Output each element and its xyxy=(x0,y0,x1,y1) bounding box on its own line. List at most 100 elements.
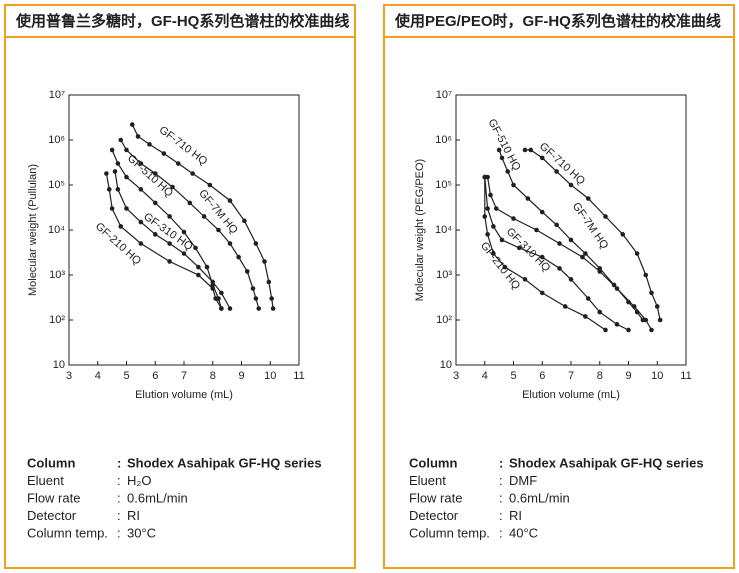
condition-value: 40°C xyxy=(509,525,538,540)
data-point xyxy=(253,296,259,301)
data-point xyxy=(187,200,193,206)
x-tick-label: 9 xyxy=(625,370,631,382)
data-point xyxy=(129,122,135,127)
data-point xyxy=(115,187,121,192)
data-point xyxy=(181,229,187,235)
data-point xyxy=(568,182,574,188)
x-tick-label: 7 xyxy=(568,370,574,382)
condition-separator: : xyxy=(499,490,503,505)
x-tick-label: 6 xyxy=(539,370,545,382)
condition-label: Flow rate xyxy=(409,490,462,505)
data-point xyxy=(522,277,528,282)
data-point xyxy=(525,196,531,201)
data-point xyxy=(138,241,144,246)
data-point xyxy=(253,241,259,246)
data-point xyxy=(634,309,640,315)
data-point xyxy=(539,209,545,215)
data-point xyxy=(522,147,528,153)
condition-label: Flow rate xyxy=(27,490,80,505)
condition-separator: : xyxy=(499,455,503,470)
data-point xyxy=(554,222,559,228)
series-label: GF-710 HQ xyxy=(157,124,210,168)
condition-separator: : xyxy=(499,473,503,488)
y-tick-label: 10⁶ xyxy=(48,134,65,146)
data-point xyxy=(491,224,496,229)
condition-separator: : xyxy=(117,490,121,505)
data-point xyxy=(210,279,216,285)
y-tick-label: 10³ xyxy=(49,269,65,281)
condition-label: Column xyxy=(409,455,457,470)
condition-separator: : xyxy=(499,525,503,540)
data-point xyxy=(118,137,124,143)
series-label: GF-510 HQ xyxy=(485,117,522,173)
data-point xyxy=(210,286,216,291)
data-point xyxy=(219,290,224,296)
data-point xyxy=(568,237,574,243)
data-point xyxy=(511,216,516,221)
data-point xyxy=(528,147,534,153)
condition-value: 0.6mL/min xyxy=(127,490,188,505)
data-point xyxy=(491,251,496,256)
condition-value: DMF xyxy=(509,473,537,488)
plot-frame xyxy=(455,94,687,366)
data-point xyxy=(597,266,603,271)
data-point xyxy=(568,277,574,282)
data-point xyxy=(170,184,175,190)
calibration-curve xyxy=(484,177,629,331)
data-point xyxy=(193,245,198,251)
data-point xyxy=(603,214,608,219)
data-point xyxy=(181,251,187,256)
data-point xyxy=(227,198,233,203)
condition-label: Column temp. xyxy=(27,525,108,540)
x-axis-label: Elution volume (mL) xyxy=(522,389,620,401)
data-point xyxy=(152,200,158,206)
data-point xyxy=(115,161,121,166)
data-point xyxy=(161,151,167,156)
data-point xyxy=(196,272,201,278)
calibration-curve xyxy=(131,124,274,309)
data-point xyxy=(654,304,660,309)
condition-value: Shodex Asahipak GF-HQ series xyxy=(127,455,322,470)
data-point xyxy=(585,196,591,201)
data-point xyxy=(190,171,195,176)
condition-separator: : xyxy=(117,473,121,488)
data-point xyxy=(488,192,493,198)
data-point xyxy=(493,206,499,211)
data-point xyxy=(496,147,502,153)
data-point xyxy=(250,286,256,291)
x-tick-label: 5 xyxy=(510,370,516,382)
x-axis-label: Elution volume (mL) xyxy=(135,389,233,401)
data-point xyxy=(175,161,181,166)
data-point xyxy=(106,187,112,192)
x-tick-label: 3 xyxy=(66,370,72,382)
data-point xyxy=(505,169,511,174)
data-point xyxy=(585,296,591,301)
x-tick-label: 5 xyxy=(123,370,129,382)
x-tick-label: 10 xyxy=(651,370,663,382)
x-tick-label: 6 xyxy=(152,370,158,382)
x-tick-label: 11 xyxy=(293,370,304,382)
data-point xyxy=(109,206,115,211)
data-point xyxy=(152,171,158,176)
data-point xyxy=(213,296,218,301)
x-tick-label: 10 xyxy=(264,370,276,382)
data-point xyxy=(502,264,508,270)
data-point xyxy=(603,327,608,333)
y-tick-label: 10² xyxy=(49,314,65,326)
data-point xyxy=(634,251,640,256)
condition-value: 0.6mL/min xyxy=(509,490,570,505)
data-point xyxy=(266,279,272,285)
y-tick-label: 10² xyxy=(436,314,452,326)
data-point xyxy=(485,232,490,237)
condition-label: Eluent xyxy=(409,473,446,488)
panel-title: 使用PEG/PEO时，GF-HQ系列色谱柱的校准曲线 xyxy=(394,12,721,30)
data-point xyxy=(147,142,152,147)
data-point xyxy=(499,155,505,161)
data-point xyxy=(201,214,207,219)
data-point xyxy=(649,290,654,296)
data-point xyxy=(135,134,141,139)
data-point xyxy=(167,214,172,219)
series-label: GF-710 HQ xyxy=(537,140,588,187)
data-point xyxy=(539,290,545,296)
data-point xyxy=(138,161,144,166)
